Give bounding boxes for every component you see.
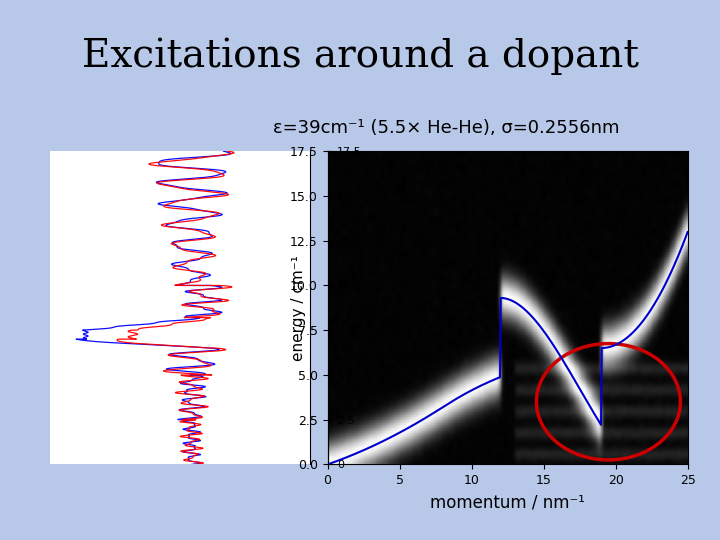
Text: ε=39cm⁻¹ (5.5× He-He), σ=0.2556nm: ε=39cm⁻¹ (5.5× He-He), σ=0.2556nm xyxy=(273,119,620,137)
Text: momentum / nm⁻¹: momentum / nm⁻¹ xyxy=(430,493,585,511)
Text: Excitations around a dopant: Excitations around a dopant xyxy=(81,38,639,75)
Text: energy / cm⁻¹: energy / cm⁻¹ xyxy=(292,255,306,361)
